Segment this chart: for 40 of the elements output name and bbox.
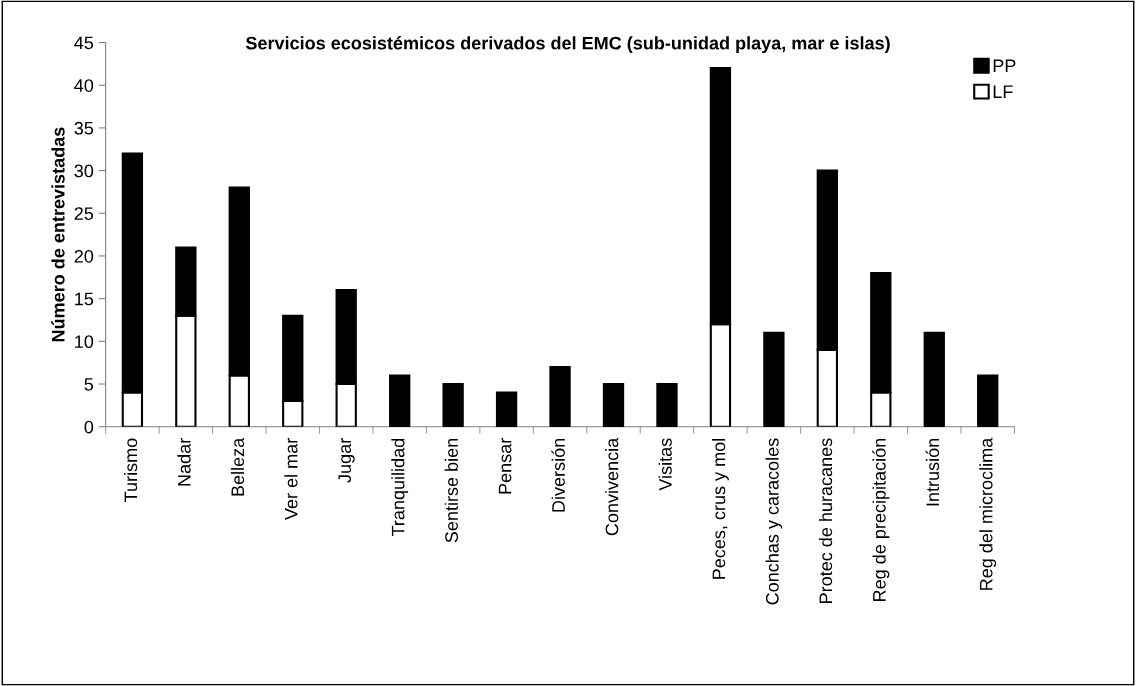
legend-label: LF (993, 85, 1013, 98)
x-tick-label: Visitas (658, 438, 672, 491)
bar (656, 382, 678, 427)
y-tick-label: 25 (74, 207, 94, 220)
x-tick-label: Belleza (230, 437, 245, 496)
x-tick-label: Protec de huracanes (818, 438, 833, 603)
x-tick-label: Ver el mar (284, 438, 298, 520)
x-tick-label: Intrusión (925, 438, 940, 506)
bar (495, 391, 518, 427)
x-tick-label: Pensar (498, 438, 512, 494)
y-tick-label: 10 (75, 335, 94, 349)
y-tick-label: 5 (84, 378, 94, 391)
x-tick-label: Reg del microclima (979, 437, 997, 590)
bar (549, 365, 571, 427)
x-tick-label: Convivencia (605, 437, 619, 536)
x-tick-label: Nadar (177, 438, 191, 486)
bar (442, 382, 464, 427)
x-tick-label: Turismo (123, 438, 138, 502)
y-axis-title: Número de entrevistadas (51, 127, 65, 342)
y-tick-label: 35 (74, 121, 94, 135)
y-tick-label: 20 (74, 249, 94, 263)
x-tick-label: Sentirse bien (444, 438, 458, 543)
bar (923, 331, 945, 427)
chart-title: Servicios ecosistémicos derivados del EMC (sub-unidad playa, mar e islas) (245, 36, 890, 54)
x-tick-label: Reg de precipitación (872, 438, 890, 601)
x-tick-label: Tranquilidad (391, 438, 409, 537)
bar (602, 382, 625, 427)
y-tick-label: 45 (74, 36, 94, 50)
bar (763, 331, 785, 427)
x-tick-label: Diversión (551, 438, 565, 512)
bar (389, 374, 411, 427)
legend-label: PP (993, 59, 1016, 72)
x-tick-label: Peces, crus y mol (712, 439, 729, 579)
x-tick-label: Conchas y caracoles (765, 438, 783, 605)
bar (977, 374, 999, 427)
y-tick-label: 15 (75, 292, 94, 306)
y-tick-label: 40 (74, 79, 94, 92)
y-tick-label: 0 (84, 420, 94, 434)
x-tick-label: Jugar (338, 438, 355, 483)
y-tick-label: 30 (74, 164, 94, 178)
